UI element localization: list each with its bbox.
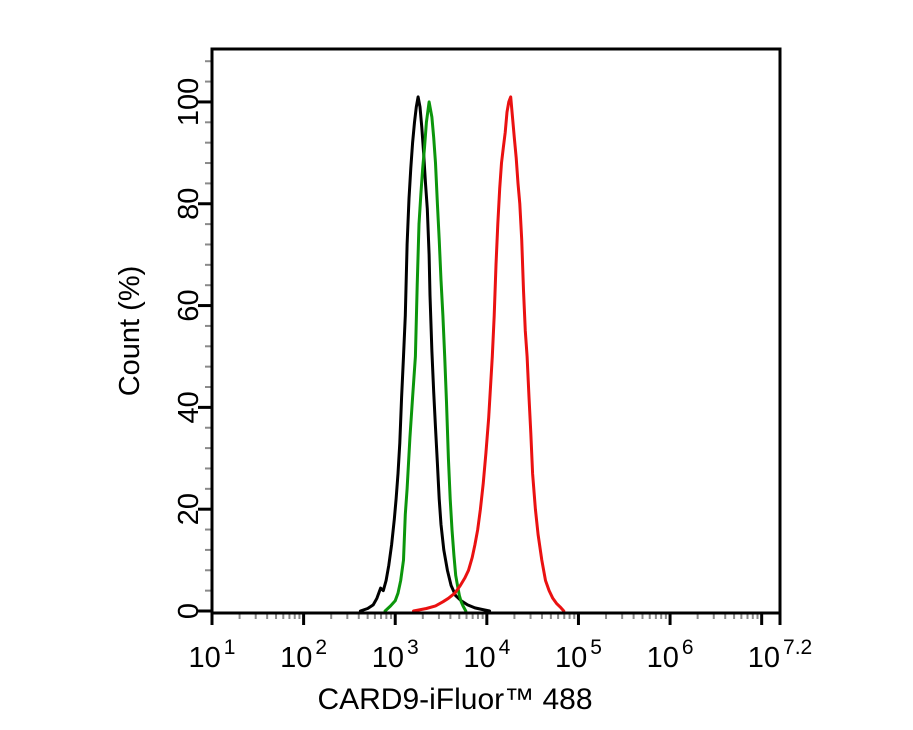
major-ticks-group [198, 100, 782, 625]
x-tick-label: 10 6 [647, 636, 694, 674]
y-tick-label: 20 [173, 493, 205, 525]
series-curves-group [358, 95, 566, 613]
y-tick-label: 0 [173, 603, 205, 619]
x-tick-label: 10 2 [280, 636, 327, 674]
green-series-curve [383, 100, 468, 613]
x-tick-label: 10 1 [189, 636, 236, 674]
x-tick-label: 10 7.2 [748, 636, 812, 674]
red-series-curve [412, 95, 566, 613]
minor-ticks-group [205, 60, 759, 619]
plot-area [210, 47, 782, 615]
x-tick-label: 10 5 [555, 636, 602, 674]
y-tick-label: 100 [173, 78, 205, 126]
x-tick-label: 10 4 [463, 636, 510, 674]
black-series-curve [358, 95, 492, 613]
y-tick-label: 60 [173, 289, 205, 321]
x-axis-title: CARD9-iFluor™ 488 [317, 683, 592, 716]
y-tick-label: 80 [173, 188, 205, 220]
y-axis-title: Count (%) [114, 266, 146, 397]
x-tick-label: 10 3 [372, 636, 419, 674]
tick-labels-group: 10 1 10 2 10 3 10 4 10 5 10 6 10 7.2 0 20 40 60 80 100 [173, 78, 812, 674]
y-tick-label: 40 [173, 391, 205, 423]
